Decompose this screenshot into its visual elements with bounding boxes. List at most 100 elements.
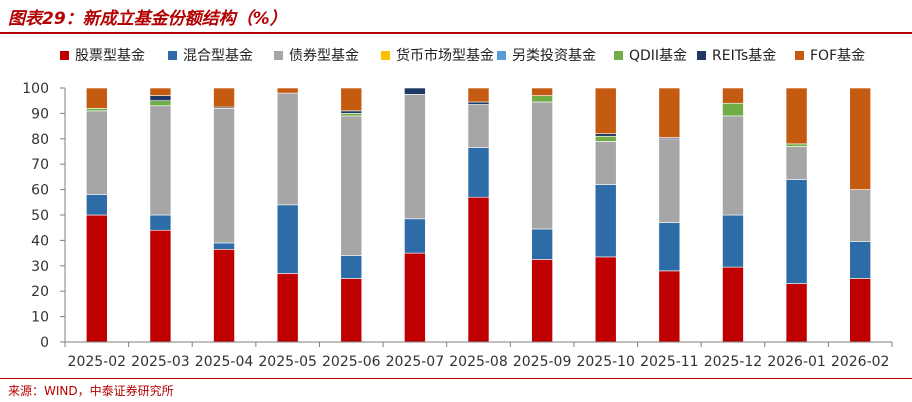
x-tick-label: 2026-02	[831, 354, 890, 370]
y-tick-label: 100	[22, 81, 49, 97]
title-bar: 图表29：新成立基金份额结构（%）	[0, 0, 912, 34]
y-tick-label: 10	[31, 310, 49, 326]
bar-segment	[340, 87, 363, 112]
bar-segment	[785, 143, 808, 147]
bar-segment	[467, 147, 490, 198]
bar-segment	[213, 248, 235, 343]
x-tick-label: 2025-09	[513, 354, 572, 370]
x-tick-label: 2025-07	[386, 354, 445, 370]
x-tick-label: 2025-06	[322, 354, 381, 370]
bar-segment	[531, 95, 553, 103]
bar-segment	[785, 283, 808, 343]
legend-swatch	[168, 50, 177, 60]
y-tick-label: 60	[31, 183, 49, 199]
bar-segment	[276, 204, 299, 274]
y-tick-label: 50	[31, 208, 49, 224]
y-tick-label: 80	[31, 132, 49, 148]
bar-segment	[785, 87, 808, 145]
legend-item: 货币市场型基金	[381, 44, 494, 66]
bar-segment	[404, 87, 426, 95]
legend-swatch	[381, 50, 390, 60]
legend-swatch	[274, 50, 283, 60]
bar-segment	[722, 102, 744, 117]
source-bar: 来源：WIND，中泰证券研究所	[0, 378, 912, 402]
legend-label: FOF基金	[810, 48, 866, 64]
bar-segment	[149, 105, 172, 216]
bar-segment	[149, 100, 172, 107]
bar-segment	[722, 214, 744, 268]
x-tick-label: 2025-12	[704, 354, 763, 370]
bar-segment	[213, 108, 235, 244]
x-tick-label: 2025-04	[195, 354, 254, 370]
legend-label: 混合型基金	[183, 48, 253, 64]
legend-item: 股票型基金	[60, 44, 145, 66]
bar-segment	[849, 241, 871, 279]
bar-segment	[849, 87, 871, 190]
bar-segment	[531, 259, 553, 343]
legend-label: 股票型基金	[75, 48, 145, 64]
bar-segment	[785, 146, 808, 180]
bar-segment	[722, 115, 744, 216]
bar-segment	[149, 95, 172, 102]
bar-segment	[467, 87, 490, 103]
bar-segment	[149, 87, 172, 96]
bar-segment	[594, 135, 617, 142]
bar-segment	[404, 94, 426, 220]
x-tick-label: 2026-01	[767, 354, 826, 370]
bar-segment	[86, 108, 108, 112]
bar-segment	[340, 278, 363, 343]
bar-segment	[340, 255, 363, 279]
bar-segment	[722, 266, 744, 343]
legend-item: 混合型基金	[168, 44, 253, 66]
bar-segment	[86, 214, 108, 343]
legend-label: 货币市场型基金	[396, 48, 494, 64]
bar-segment	[467, 104, 490, 148]
legend-item: 债券型基金	[274, 44, 359, 66]
bar-segment	[149, 214, 172, 231]
y-tick-label: 20	[31, 284, 49, 300]
legend-swatch	[60, 50, 69, 60]
bar-segment	[849, 189, 871, 242]
legend-swatch	[795, 50, 804, 60]
bar-segment	[276, 92, 299, 206]
bar-segment	[404, 218, 426, 254]
bar-segment	[594, 256, 617, 343]
bar-segment	[531, 101, 553, 230]
legend: 股票型基金 混合型基金 债券型基金 货币市场型基金 另类投资基金 QDII基金 REITs基…	[0, 44, 912, 66]
bar-segment	[594, 141, 617, 185]
bar-segment	[340, 115, 363, 256]
bar-segment	[594, 87, 617, 135]
x-tick-label: 2025-03	[131, 354, 190, 370]
bar-segment	[404, 252, 426, 343]
bar-segment	[658, 87, 681, 138]
y-tick-label: 0	[40, 335, 49, 351]
bar-segment	[149, 229, 172, 343]
bar-segment	[594, 133, 617, 137]
x-tick-label: 2025-08	[449, 354, 508, 370]
bar-segment	[658, 270, 681, 343]
legend-label: 另类投资基金	[512, 48, 596, 64]
legend-label: REITs基金	[712, 48, 777, 64]
source-note: 来源：WIND，中泰证券研究所	[8, 384, 174, 398]
y-tick-label: 90	[31, 106, 49, 122]
legend-item: QDII基金	[614, 44, 687, 66]
bar-segment	[276, 273, 299, 343]
bar-segment	[340, 113, 363, 117]
legend-item: FOF基金	[795, 44, 865, 66]
bar-segment	[594, 184, 617, 258]
y-tick-label: 40	[31, 233, 49, 249]
legend-label: QDII基金	[629, 48, 688, 64]
x-tick-label: 2025-05	[258, 354, 317, 370]
bar-segment	[340, 110, 363, 114]
bar-segment	[531, 87, 553, 96]
bar-segment	[722, 87, 744, 104]
bar-segment	[531, 228, 553, 260]
y-tick-label: 70	[31, 157, 49, 173]
chart-title: 图表29：新成立基金份额结构（%）	[8, 9, 287, 29]
bar-segment	[467, 196, 490, 343]
bar-segment	[658, 222, 681, 272]
bar-segment	[849, 278, 871, 343]
legend-item: REITs基金	[697, 44, 776, 66]
x-tick-label: 2025-10	[576, 354, 635, 370]
bar-segment	[276, 87, 299, 94]
